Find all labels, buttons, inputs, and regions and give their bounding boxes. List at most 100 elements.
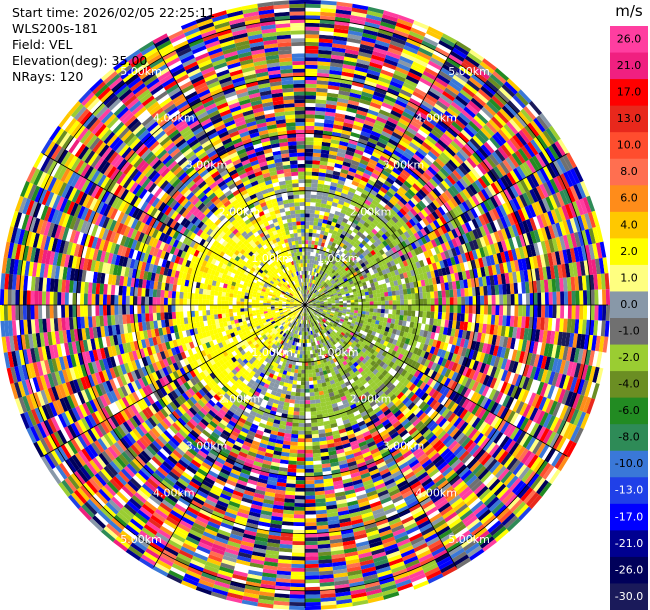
velocity-gate bbox=[315, 298, 320, 301]
velocity-gate bbox=[298, 419, 305, 424]
velocity-gate bbox=[423, 250, 430, 259]
velocity-gate bbox=[479, 286, 484, 296]
velocity-gate bbox=[525, 378, 534, 392]
velocity-gate bbox=[343, 60, 357, 67]
velocity-gate bbox=[461, 296, 466, 305]
velocity-gate bbox=[406, 126, 418, 136]
velocity-gate bbox=[318, 283, 322, 288]
velocity-gate bbox=[500, 347, 507, 359]
velocity-gate bbox=[572, 262, 578, 277]
velocity-gate bbox=[330, 205, 337, 211]
velocity-gate bbox=[598, 336, 605, 353]
velocity-gate bbox=[289, 602, 305, 607]
velocity-gate bbox=[375, 193, 384, 201]
velocity-gate bbox=[335, 306, 340, 309]
velocity-gate bbox=[357, 236, 364, 243]
velocity-gate bbox=[307, 263, 310, 268]
velocity-gate bbox=[318, 265, 323, 271]
velocity-gate bbox=[355, 239, 362, 246]
velocity-gate bbox=[566, 424, 577, 440]
velocity-gate bbox=[442, 387, 451, 397]
velocity-gate bbox=[418, 200, 427, 209]
velocity-gate bbox=[334, 261, 339, 267]
velocity-gate bbox=[371, 228, 378, 235]
velocity-gate bbox=[347, 319, 353, 323]
velocity-gate bbox=[542, 413, 553, 428]
velocity-gate bbox=[314, 285, 318, 289]
velocity-gate bbox=[552, 291, 557, 305]
velocity-gate bbox=[360, 292, 366, 297]
velocity-gate bbox=[491, 295, 496, 305]
velocity-gate bbox=[306, 297, 308, 302]
velocity-gate bbox=[320, 303, 324, 305]
velocity-gate bbox=[383, 224, 390, 231]
velocity-gate bbox=[504, 239, 512, 251]
velocity-gate bbox=[560, 305, 565, 319]
velocity-gate bbox=[507, 384, 515, 397]
velocity-gate bbox=[413, 255, 419, 263]
velocity-gate bbox=[339, 271, 344, 277]
velocity-gate bbox=[360, 316, 365, 321]
velocity-gate bbox=[379, 242, 386, 249]
velocity-gate bbox=[294, 403, 300, 408]
velocity-gate bbox=[542, 266, 548, 280]
velocity-gate bbox=[534, 201, 544, 215]
velocity-gate bbox=[407, 101, 420, 111]
velocity-gate bbox=[377, 229, 385, 237]
velocity-gate bbox=[354, 302, 359, 305]
velocity-gate bbox=[570, 362, 578, 377]
velocity-gate bbox=[483, 235, 490, 247]
velocity-gate bbox=[491, 390, 501, 402]
velocity-gate bbox=[407, 71, 421, 81]
velocity-gate bbox=[498, 284, 503, 295]
velocity-gate bbox=[422, 156, 433, 167]
velocity-gate bbox=[456, 288, 462, 297]
velocity-gate bbox=[551, 143, 563, 159]
velocity-gate bbox=[456, 192, 465, 204]
velocity-gate bbox=[318, 237, 323, 243]
velocity-gate bbox=[409, 226, 417, 235]
velocity-gate bbox=[440, 376, 448, 386]
velocity-gate bbox=[308, 306, 313, 308]
velocity-gate bbox=[457, 254, 464, 264]
velocity-gate bbox=[544, 226, 552, 240]
velocity-gate bbox=[307, 286, 309, 291]
velocity-gate bbox=[387, 348, 394, 355]
velocity-gate bbox=[309, 392, 315, 397]
velocity-gate bbox=[491, 95, 505, 109]
velocity-gate bbox=[404, 213, 412, 221]
velocity-gate bbox=[452, 98, 466, 110]
velocity-gate bbox=[375, 320, 380, 325]
velocity-gate bbox=[484, 305, 488, 315]
velocity-gate bbox=[564, 203, 574, 219]
velocity-gate bbox=[528, 256, 535, 270]
velocity-gate bbox=[437, 97, 451, 108]
velocity-gate bbox=[462, 58, 478, 71]
velocity-gate bbox=[464, 82, 478, 95]
velocity-gate bbox=[305, 453, 313, 458]
velocity-gate bbox=[450, 344, 456, 354]
velocity-gate bbox=[320, 302, 324, 304]
velocity-gate bbox=[384, 95, 397, 103]
velocity-gate bbox=[310, 403, 316, 408]
velocity-gate bbox=[418, 292, 423, 299]
velocity-gate bbox=[402, 343, 409, 350]
velocity-gate bbox=[542, 130, 555, 146]
velocity-gate bbox=[312, 449, 321, 454]
velocity-gate bbox=[399, 273, 405, 280]
velocity-gate bbox=[392, 223, 400, 231]
velocity-gate bbox=[430, 354, 437, 363]
velocity-gate bbox=[305, 133, 314, 138]
velocity-gate bbox=[408, 174, 418, 184]
velocity-gate bbox=[305, 377, 309, 382]
velocity-gate bbox=[305, 503, 316, 508]
velocity-gate bbox=[573, 410, 583, 426]
velocity-gate bbox=[564, 391, 574, 407]
velocity-gate bbox=[362, 230, 369, 237]
velocity-gate bbox=[352, 77, 366, 84]
velocity-gate bbox=[511, 373, 519, 386]
velocity-gate bbox=[318, 214, 324, 220]
velocity-gate bbox=[312, 302, 317, 304]
velocity-gate bbox=[374, 206, 382, 214]
velocity-gate bbox=[426, 352, 434, 361]
